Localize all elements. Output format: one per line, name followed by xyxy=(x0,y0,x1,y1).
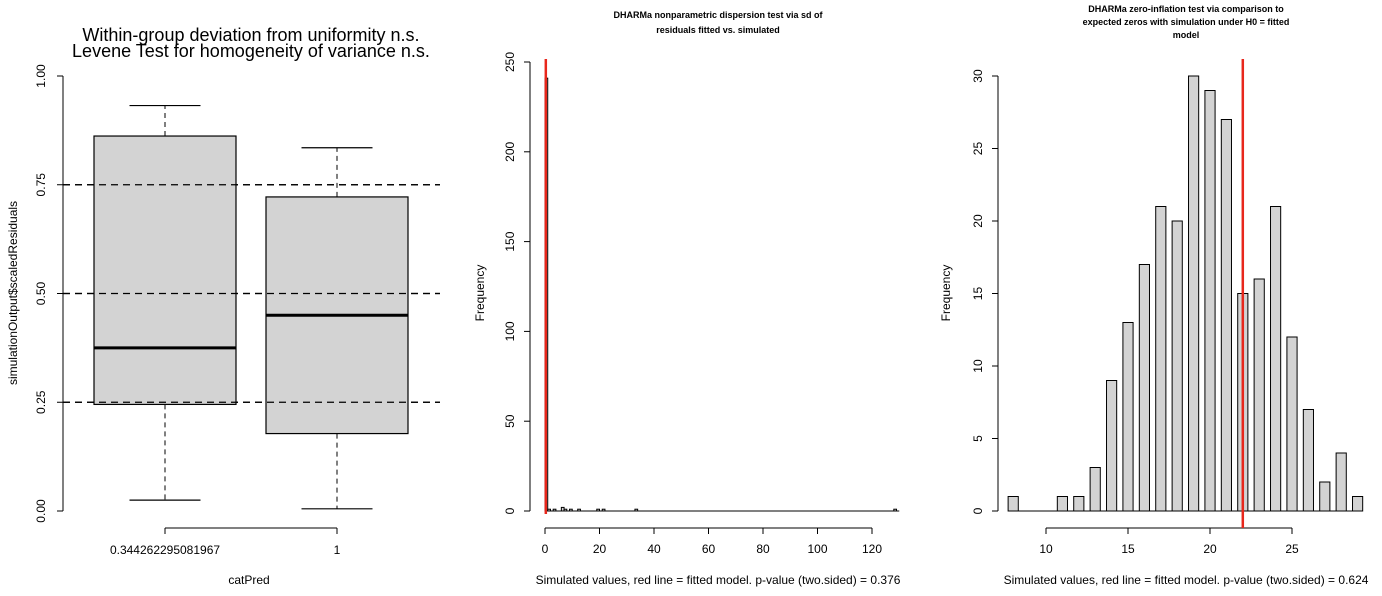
zero-inflation-x-tick-label: 10 xyxy=(1039,542,1053,556)
histogram-bar xyxy=(1089,467,1101,512)
boxplot-y-tick-label: 0.00 xyxy=(34,499,48,523)
panel-dispersion-histogram: DHARMa nonparametric dispersion test via… xyxy=(473,10,901,587)
dispersion-y-tick-label: 200 xyxy=(503,141,517,161)
boxplot-x-tick-label: 0.344262295081967 xyxy=(110,543,220,557)
dispersion-x-label: Simulated values, red line = fitted mode… xyxy=(536,573,901,587)
boxplot-subtitle: Levene Test for homogeneity of variance … xyxy=(72,41,430,61)
boxplot-x-tick-label: 1 xyxy=(334,543,341,557)
dispersion-title-line-1: DHARMa nonparametric dispersion test via… xyxy=(613,10,823,20)
dispersion-y-tick-label: 0 xyxy=(503,507,517,514)
dispersion-x-tick-label: 40 xyxy=(647,542,661,556)
histogram-bar xyxy=(577,508,581,512)
histogram-bar xyxy=(552,508,557,512)
histogram-bar xyxy=(1302,409,1314,512)
histogram-bar xyxy=(596,508,601,512)
zero-inflation-y-tick-label: 25 xyxy=(971,142,985,156)
histogram-bar xyxy=(1106,380,1118,512)
histogram-bar xyxy=(1204,90,1216,512)
dispersion-x-tick-label: 0 xyxy=(542,542,549,556)
box xyxy=(93,135,237,406)
dispersion-y-label: Frequency xyxy=(473,265,487,322)
histogram-bar xyxy=(1286,336,1298,512)
histogram-bar xyxy=(893,508,898,512)
zero-inflation-title-line-3: model xyxy=(1173,30,1200,40)
dispersion-y-tick-label: 100 xyxy=(503,321,517,341)
histogram-bar xyxy=(1352,496,1364,512)
histogram-bar xyxy=(1007,496,1019,512)
zero-inflation-y-tick-label: 0 xyxy=(971,507,985,514)
dispersion-x-tick-label: 100 xyxy=(807,542,827,556)
histogram-bar xyxy=(1188,75,1200,512)
boxplot-y-tick-label: 0.25 xyxy=(34,390,48,414)
zero-inflation-x-tick-label: 15 xyxy=(1121,542,1135,556)
zero-inflation-y-tick-label: 30 xyxy=(971,69,985,83)
dispersion-x-tick-label: 80 xyxy=(756,542,770,556)
zero-inflation-x-tick-label: 20 xyxy=(1203,542,1217,556)
dispersion-y-tick-label: 250 xyxy=(503,52,517,72)
histogram-bar xyxy=(1270,206,1282,512)
zero-inflation-x-label: Simulated values, red line = fitted mode… xyxy=(1004,573,1369,587)
histogram-bar xyxy=(1056,496,1068,512)
zero-inflation-y-tick-label: 20 xyxy=(971,214,985,228)
histogram-bar xyxy=(1171,220,1183,512)
dispersion-y-tick-label: 150 xyxy=(503,231,517,251)
histogram-bar xyxy=(1253,278,1265,512)
zero-inflation-y-tick-label: 5 xyxy=(971,435,985,442)
histogram-bar xyxy=(1335,452,1347,512)
dispersion-x-tick-label: 60 xyxy=(702,542,716,556)
dispersion-x-tick-label: 20 xyxy=(593,542,607,556)
zero-inflation-y-tick-label: 10 xyxy=(971,359,985,373)
boxplot-y-tick-label: 1.00 xyxy=(34,64,48,88)
boxplot-y-tick-label: 0.75 xyxy=(34,173,48,197)
histogram-bar xyxy=(1073,496,1085,512)
zero-inflation-y-tick-label: 15 xyxy=(971,287,985,301)
dispersion-title-line-2: residuals fitted vs. simulated xyxy=(656,25,780,35)
panel-zero-inflation-histogram: DHARMa zero-inflation test via compariso… xyxy=(939,4,1369,587)
zero-inflation-y-label: Frequency xyxy=(939,265,953,322)
histogram-bar xyxy=(1319,481,1331,512)
boxplot-y-label: simulationOutput$scaledResiduals xyxy=(6,201,20,385)
histogram-bar xyxy=(634,508,639,512)
boxplot-y-tick-label: 0.50 xyxy=(34,281,48,305)
zero-inflation-title-line-1: DHARMa zero-inflation test via compariso… xyxy=(1088,4,1284,14)
histogram-bar xyxy=(1220,119,1232,512)
dispersion-y-tick-label: 50 xyxy=(503,414,517,428)
dispersion-x-tick-label: 120 xyxy=(862,542,882,556)
histogram-bar xyxy=(601,508,606,512)
boxplot-title: Within-group deviation from uniformity n… xyxy=(82,25,419,45)
boxplot-x-label: catPred xyxy=(228,573,269,587)
histogram-bar xyxy=(563,508,568,512)
histogram-bar xyxy=(1138,264,1150,512)
histogram-bar xyxy=(547,508,551,512)
histogram-bar xyxy=(1155,206,1167,512)
histogram-bar xyxy=(1122,322,1134,512)
histogram-bar xyxy=(569,508,573,512)
panel-boxplot: Within-group deviation from uniformity n… xyxy=(6,25,440,587)
zero-inflation-title-line-2: expected zeros with simulation under H0 … xyxy=(1083,17,1290,27)
zero-inflation-x-tick-label: 25 xyxy=(1285,542,1299,556)
